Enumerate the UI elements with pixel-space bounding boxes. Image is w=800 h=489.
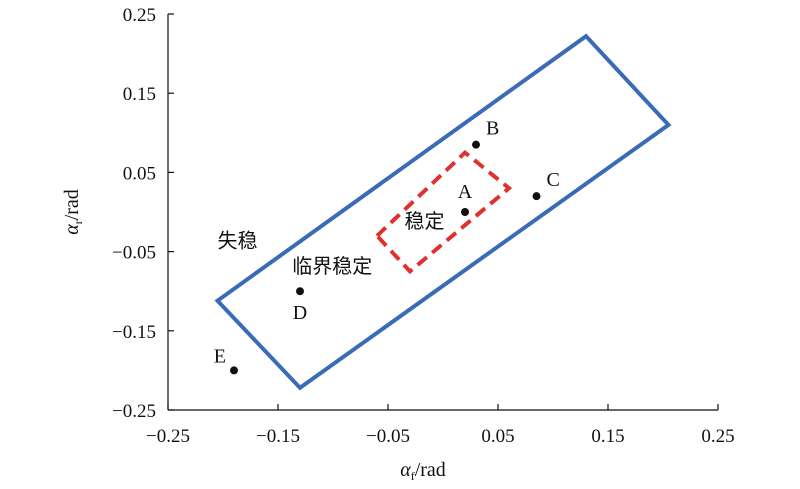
- y-axis-title: αr/rad: [61, 189, 85, 235]
- region-label-2: 稳定: [405, 209, 445, 233]
- data-points: A B C D E: [214, 118, 560, 375]
- outer-region-boundary: [214, 33, 672, 391]
- x-tick-label: 0.25: [701, 426, 734, 447]
- axes: −0.25 −0.15 −0.05 0.05 0.15 0.25 −0.25 −0.15 −0.…: [112, 5, 735, 447]
- data-point-e: [230, 366, 238, 375]
- x-tick-label: −0.25: [146, 426, 190, 447]
- point-label-d: D: [293, 302, 307, 324]
- x-tick-label: −0.15: [256, 426, 300, 447]
- data-point-d: [296, 287, 304, 296]
- region-label-0: 失稳: [218, 229, 258, 253]
- y-tick-label: −0.05: [112, 243, 156, 264]
- y-tick-label: −0.25: [112, 401, 156, 422]
- regions: [214, 33, 672, 391]
- x-tick-label: 0.05: [481, 426, 514, 447]
- x-tick-label: 0.15: [591, 426, 624, 447]
- data-point-a: [461, 208, 469, 216]
- y-tick-label: 0.05: [123, 163, 156, 184]
- point-label-a: A: [458, 181, 473, 203]
- inner-region-boundary: [374, 149, 513, 275]
- data-point-c: [532, 192, 541, 201]
- axis-titles: αf/rad αr/rad: [61, 189, 446, 483]
- x-tick-label: −0.05: [366, 426, 410, 447]
- x-axis-title: αf/rad: [400, 459, 446, 483]
- y-tick-label: 0.25: [123, 5, 156, 26]
- point-label-e: E: [214, 345, 226, 367]
- y-tick-label: 0.15: [123, 84, 156, 105]
- point-label-b: B: [486, 118, 499, 140]
- point-label-c: C: [547, 169, 560, 191]
- data-point-b: [472, 140, 480, 149]
- y-tick-label: −0.15: [112, 322, 156, 343]
- region-label-1: 临界稳定: [292, 254, 372, 278]
